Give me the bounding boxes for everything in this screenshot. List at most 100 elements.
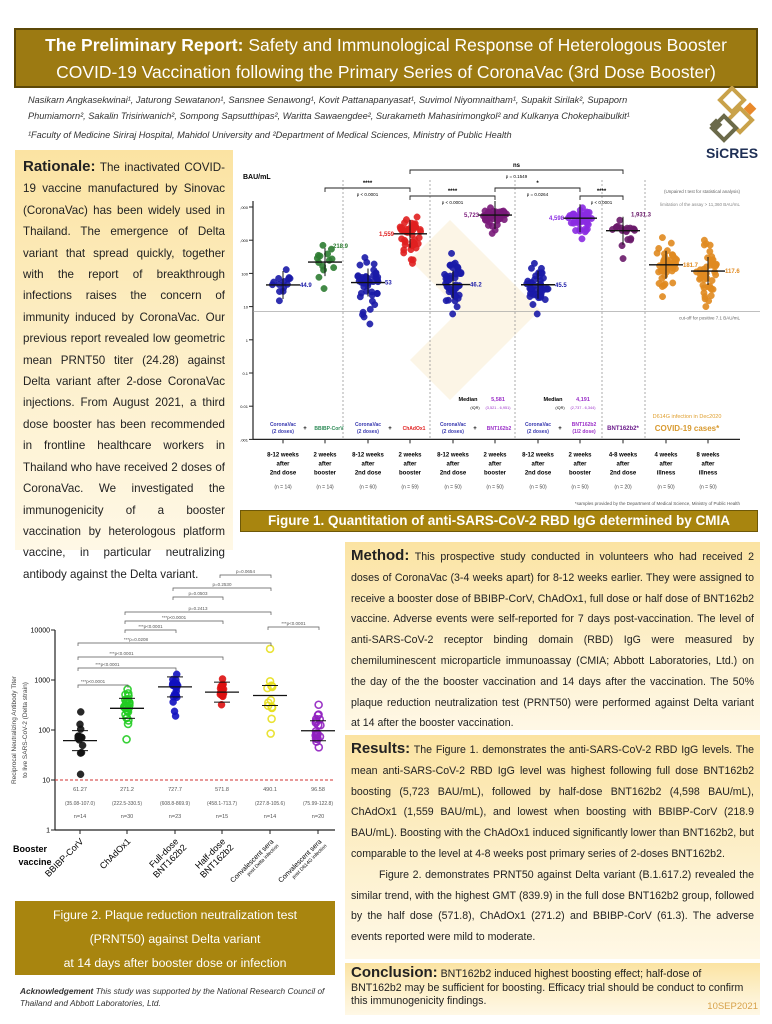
- x-tick-label: booster: [569, 470, 592, 476]
- x-tick-label: booster: [484, 470, 507, 476]
- regimen-booster: ChAdOx1: [403, 426, 426, 432]
- data-point: [494, 216, 502, 224]
- median-label: Median: [544, 397, 564, 403]
- data-point: [709, 285, 717, 293]
- x-tick-label: 2nd dose: [440, 470, 467, 476]
- gm-label: 181.7: [683, 263, 699, 269]
- regimen-primary-doses: (2 doses): [527, 429, 549, 435]
- data-point: [311, 731, 320, 740]
- sample-size: n=15: [216, 814, 228, 820]
- gm-label: 46.2: [470, 283, 482, 289]
- y-axis-label: BAU/mL: [243, 174, 271, 181]
- data-point: [267, 703, 277, 713]
- x-tick-label: 2nd dose: [610, 470, 637, 476]
- gmt-ci: (458.1-713.7): [207, 801, 237, 807]
- data-point: [712, 271, 720, 279]
- p-value: ***p=0.0208: [124, 637, 149, 642]
- p-value: p = 0.0264: [527, 192, 549, 197]
- data-point: [712, 260, 720, 268]
- data-point: [366, 305, 374, 313]
- p-value: ***p<0.0001: [162, 615, 187, 620]
- data-point: [266, 729, 275, 738]
- gmt-ci: (35.08-107.0): [65, 801, 95, 807]
- data-point: [371, 301, 379, 309]
- p-value: p < 0.0001: [591, 200, 613, 205]
- p-value: ***p<0.0001: [281, 621, 306, 626]
- x-tick-label: after: [318, 461, 332, 467]
- data-point: [567, 219, 575, 227]
- p-value: p=0.0654: [236, 569, 255, 574]
- significance-bracket: [124, 629, 177, 633]
- p-value: ***p<0.0001: [138, 624, 163, 629]
- data-point: [454, 264, 462, 272]
- sample-size: n=23: [169, 814, 181, 820]
- x-tick-label: booster: [314, 470, 337, 476]
- data-point: [661, 250, 668, 258]
- data-point: [500, 216, 508, 224]
- results-section: Results: The Figure 1. demonstrates the …: [345, 735, 760, 959]
- sicres-logo: SiCRES: [700, 85, 764, 162]
- y-tick-label: 10,000: [240, 205, 249, 210]
- data-point: [265, 677, 275, 686]
- data-point: [533, 310, 541, 318]
- poster-title: The Preliminary Report: Safety and Immun…: [14, 28, 758, 88]
- x-tick-label: Convalescent sera: [229, 838, 275, 884]
- significance-stars: ****: [363, 181, 373, 187]
- data-point: [659, 293, 666, 301]
- data-point: [275, 297, 283, 305]
- data-point: [370, 260, 378, 268]
- results-heading: Results:: [351, 740, 411, 757]
- x-tick-label: after: [403, 461, 417, 467]
- x-tick-label: 2 weeks: [398, 452, 422, 458]
- data-point: [702, 303, 710, 311]
- data-point: [669, 259, 677, 267]
- regimen-primary-doses: (2 doses): [272, 429, 294, 435]
- rationale-text: The inactivated COVID-19 vaccine manufac…: [23, 161, 225, 581]
- cutoff-note: cut-off for positive 7.1 BAU/mL: [679, 316, 740, 321]
- acknowledgement-heading: Acknowledgement: [20, 986, 94, 996]
- data-point: [487, 212, 495, 220]
- data-point: [701, 295, 709, 303]
- acknowledgement: Acknowledgement This study was supported…: [20, 985, 340, 1009]
- x-tick-label: 4-8 weeks: [609, 452, 638, 458]
- data-point: [612, 223, 620, 231]
- y-tick-label: 1: [46, 828, 50, 835]
- data-point: [282, 266, 290, 274]
- gmt-value: 96.58: [311, 787, 325, 793]
- data-point: [449, 310, 457, 318]
- y-tick-label: 10000: [31, 628, 51, 635]
- figure1-chart: BAU/mL 0.001 0.01 0.1 1 10 100 1,000 10,000 cut-o…: [240, 163, 760, 506]
- gm-label: 1,559: [379, 232, 395, 238]
- data-point: [311, 734, 321, 744]
- conclusion-text: BNT162b2 induced highest boosting effect…: [351, 968, 744, 1007]
- data-point: [123, 689, 133, 698]
- y-tick-label: 10: [42, 778, 50, 785]
- median-label: Median: [459, 397, 479, 403]
- method-heading: Method:: [351, 547, 410, 564]
- p-value: p = 0.1549: [506, 174, 528, 179]
- data-point: [706, 247, 714, 255]
- x-tick-label: illness: [699, 470, 718, 476]
- y-axis-label-line2: to live SARS-CoV-2 (Delta strain): [22, 682, 29, 778]
- data-point: [396, 223, 404, 231]
- sample-size: (n = 50): [486, 484, 504, 490]
- iqr-value: (2,737 - 6,344): [571, 406, 597, 410]
- gmt-ci: (222.5-330.5): [112, 801, 142, 807]
- gm-label: 1,931.3: [631, 213, 652, 219]
- gmt-ci: (227.8-105.6): [255, 801, 285, 807]
- data-point: [363, 258, 371, 266]
- data-point: [627, 236, 634, 244]
- figure1-caption: Figure 1. Quantitation of anti-SARS-CoV-…: [240, 510, 758, 532]
- x-axis-label-line2: vaccine: [18, 857, 51, 867]
- title-bold: The Preliminary Report:: [45, 35, 244, 55]
- results-text-2: Figure 2. demonstrates PRNT50 against De…: [351, 868, 754, 944]
- bnt-label: BNT162b2*: [607, 426, 639, 432]
- y-tick-label: 0.01: [240, 404, 249, 409]
- data-point: [217, 700, 226, 709]
- x-tick-label: 2nd dose: [270, 470, 297, 476]
- rationale-section: Rationale: The inactivated COVID-19 vacc…: [15, 150, 233, 581]
- data-point: [701, 273, 709, 281]
- y-tick-label: 1000: [34, 678, 50, 685]
- data-point: [76, 770, 85, 779]
- significance-bracket: [409, 169, 624, 174]
